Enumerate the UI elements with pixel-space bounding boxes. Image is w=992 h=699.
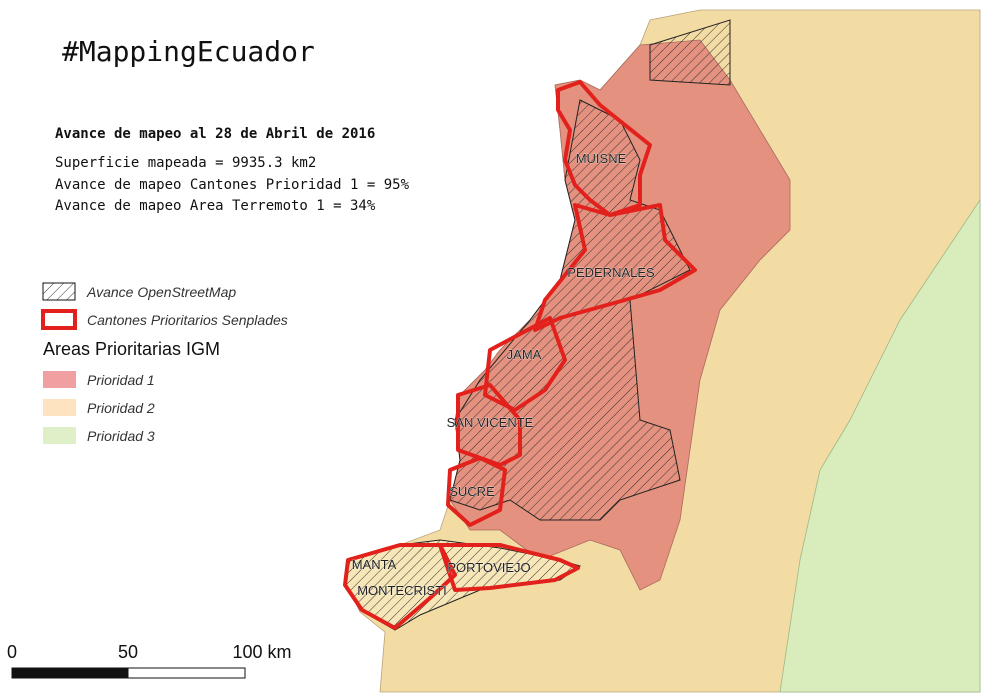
priority-3-area bbox=[779, 198, 981, 693]
place-label: JAMA bbox=[507, 347, 542, 362]
scale-label: 100 km bbox=[232, 642, 291, 662]
place-label: MONTECRISTI bbox=[357, 583, 447, 598]
osm-coverage bbox=[345, 540, 580, 630]
legend: Avance OpenStreetMap Cantones Prioritari… bbox=[41, 282, 288, 444]
legend-swatch bbox=[41, 309, 77, 330]
map: MUISNE PEDERNALES JAMA SAN VICENTE SUCRE… bbox=[343, 9, 981, 693]
summary-heading: Avance de mapeo al 28 de Abril de 2016 bbox=[55, 126, 375, 142]
legend-swatch bbox=[43, 427, 76, 444]
canton-outline bbox=[533, 203, 697, 332]
place-label: SAN VICENTE bbox=[447, 415, 534, 430]
scale-segment bbox=[127, 667, 246, 679]
summary-line: Avance de mapeo Area Terremoto 1 = 34% bbox=[55, 198, 376, 214]
legend-label: Avance OpenStreetMap bbox=[86, 284, 236, 300]
canton-outline bbox=[483, 316, 567, 412]
scale-segment bbox=[11, 667, 129, 679]
scale-bar: 0 50 100 km bbox=[7, 642, 292, 679]
legend-group-title: Areas Prioritarias IGM bbox=[43, 339, 220, 359]
legend-label: Prioridad 2 bbox=[87, 400, 155, 416]
place-label: PORTOVIEJO bbox=[447, 560, 530, 575]
place-label: PEDERNALES bbox=[567, 265, 655, 280]
legend-swatch bbox=[42, 282, 76, 301]
place-label: MUISNE bbox=[576, 151, 627, 166]
canton-outline bbox=[438, 543, 580, 592]
scale-label: 50 bbox=[118, 642, 138, 662]
legend-priorities: Prioridad 1 Prioridad 2 Prioridad 3 bbox=[43, 371, 155, 444]
summary-line: Superficie mapeada = 9935.3 km2 bbox=[55, 155, 316, 171]
place-label: MANTA bbox=[352, 557, 397, 572]
summary-line: Avance de mapeo Cantones Prioridad 1 = 9… bbox=[55, 177, 410, 193]
osm-coverage bbox=[449, 99, 691, 521]
place-label: SUCRE bbox=[449, 484, 495, 499]
legend-label: Cantones Prioritarios Senplades bbox=[87, 312, 288, 328]
title: #MappingEcuador bbox=[62, 35, 315, 68]
legend-label: Prioridad 1 bbox=[87, 372, 155, 388]
canton-outline bbox=[456, 383, 522, 467]
legend-swatch bbox=[43, 371, 76, 388]
legend-label: Prioridad 3 bbox=[87, 428, 155, 444]
canton-outline bbox=[446, 456, 507, 527]
legend-swatch bbox=[43, 399, 76, 416]
osm-coverage bbox=[649, 19, 731, 86]
canton-outline bbox=[343, 543, 457, 630]
scale-label: 0 bbox=[7, 642, 17, 662]
